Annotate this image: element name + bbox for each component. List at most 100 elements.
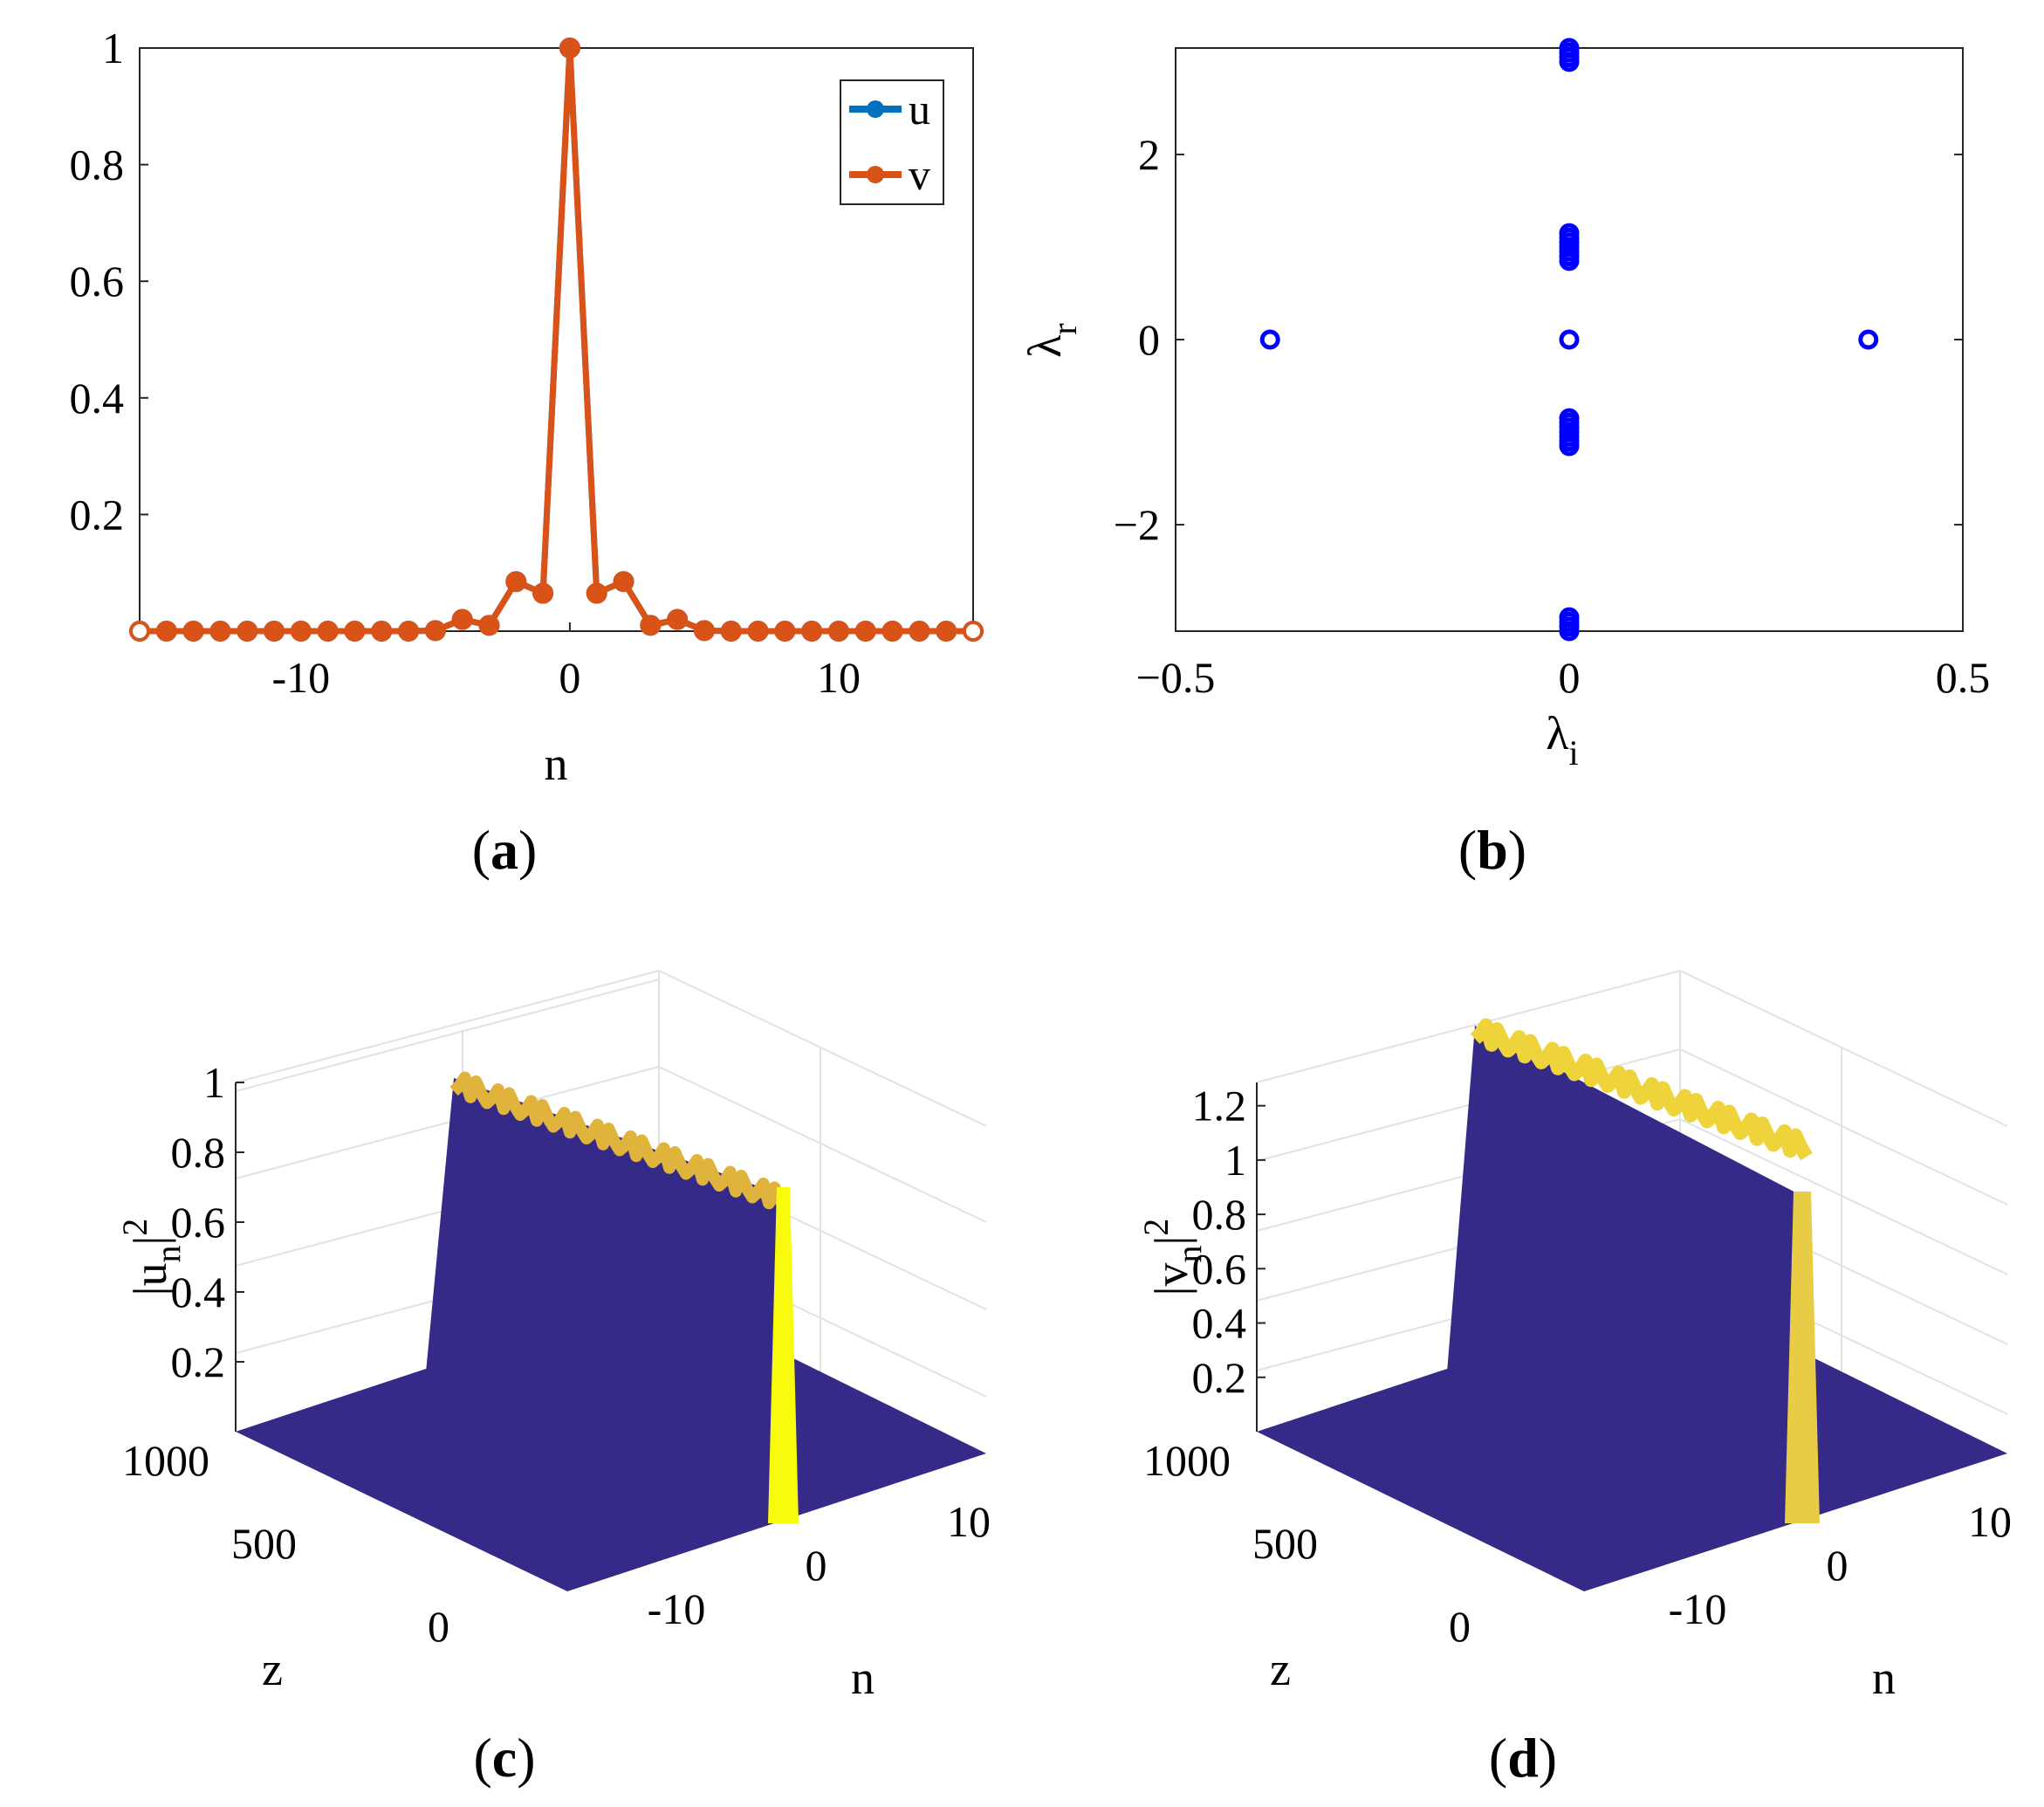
panel-d-axis-ticks: 1000 500 0 -10 0 10 bbox=[1143, 1436, 2012, 1651]
point-v bbox=[424, 620, 446, 642]
point-v bbox=[532, 582, 554, 604]
panel-b-axes-box bbox=[1175, 47, 1964, 632]
point-v bbox=[505, 571, 527, 593]
panel-a-legend: u v bbox=[840, 79, 944, 205]
point-v bbox=[720, 621, 742, 642]
point-v bbox=[693, 620, 715, 642]
point-v bbox=[398, 621, 420, 642]
z-tick-label: 0.6 bbox=[1192, 1244, 1247, 1293]
x-tick-label: −0.5 bbox=[1136, 653, 1216, 702]
z-tick-label: 0.4 bbox=[171, 1268, 226, 1316]
point-v bbox=[801, 621, 823, 642]
eigenvalue-point bbox=[1559, 329, 1580, 350]
point-v bbox=[936, 621, 957, 642]
y-tick-label: 0.8 bbox=[70, 141, 125, 189]
eigenvalue-point bbox=[1559, 436, 1580, 457]
point-v bbox=[371, 621, 393, 642]
point-v bbox=[640, 615, 662, 636]
point-v bbox=[963, 621, 984, 642]
panel-c: 0.2 0.4 0.6 0.8 1 1000 500 0 -10 0 10 z n |un|2 (… bbox=[115, 970, 991, 1789]
panel-c-zlabel: |un|2 bbox=[115, 1219, 188, 1296]
y-tick-label: 0.4 bbox=[70, 374, 125, 423]
panel-b-xlabel: λi bbox=[1546, 707, 1578, 773]
point-v bbox=[747, 621, 769, 642]
z-tick-label: 0.4 bbox=[1192, 1299, 1247, 1348]
x-tick-label: 0 bbox=[559, 653, 580, 702]
y-tick-label: 0 bbox=[1449, 1602, 1471, 1651]
panel-b-points bbox=[1259, 38, 1879, 642]
panel-d-crest bbox=[1470, 1018, 1813, 1161]
point-v bbox=[667, 608, 689, 630]
panel-a-xlabel: n bbox=[545, 738, 568, 790]
panel-c-ridge-wall bbox=[426, 1078, 785, 1512]
y-tick-label: 1 bbox=[102, 24, 124, 72]
panel-c-xlabel: n bbox=[851, 1652, 875, 1704]
point-v bbox=[237, 621, 258, 642]
panel-c-front-peak bbox=[768, 1187, 799, 1523]
x-tick-label: 10 bbox=[947, 1497, 991, 1546]
point-v bbox=[317, 621, 339, 642]
panel-c-label: (c) bbox=[473, 1727, 535, 1789]
legend-u-marker bbox=[867, 100, 884, 118]
x-tick-label: 0.5 bbox=[1936, 653, 1991, 702]
panel-b-ylabel: λr bbox=[1019, 323, 1084, 358]
y-tick-label: 500 bbox=[231, 1519, 297, 1568]
legend-v-label: v bbox=[909, 150, 930, 199]
panel-b-label: (b) bbox=[1458, 819, 1526, 881]
point-v bbox=[774, 621, 796, 642]
point-v bbox=[854, 621, 876, 642]
z-tick-label: 1 bbox=[203, 1058, 225, 1107]
y-tick-label: 0 bbox=[1138, 315, 1160, 364]
point-v bbox=[290, 621, 312, 642]
point-v bbox=[559, 38, 580, 58]
point-v bbox=[209, 621, 231, 642]
eigenvalue-point bbox=[1559, 621, 1580, 642]
z-tick-label: 1.2 bbox=[1192, 1082, 1247, 1130]
eigenvalue-point bbox=[1559, 223, 1580, 244]
panel-d-ylabel: z bbox=[1270, 1643, 1291, 1695]
point-v bbox=[155, 621, 177, 642]
eigenvalue-point bbox=[1559, 38, 1580, 58]
z-tick-label: 0.8 bbox=[1192, 1190, 1247, 1239]
point-v bbox=[909, 621, 930, 642]
z-tick-label: 0.2 bbox=[171, 1337, 226, 1386]
panel-b-ticks: −0.5 0 0.5 −2 0 2 bbox=[1114, 130, 1990, 702]
x-tick-label: -10 bbox=[648, 1584, 706, 1633]
y-tick-label: 500 bbox=[1252, 1519, 1318, 1568]
z-tick-label: 1 bbox=[1224, 1136, 1246, 1185]
panel-a-series bbox=[129, 38, 984, 642]
legend-v-marker bbox=[867, 166, 884, 183]
y-tick-label: 1000 bbox=[1143, 1436, 1231, 1485]
panel-d-front-peak bbox=[1785, 1192, 1820, 1523]
legend-u-label: u bbox=[909, 85, 930, 134]
point-v bbox=[478, 615, 500, 636]
point-v bbox=[344, 621, 366, 642]
point-v bbox=[881, 621, 903, 642]
eigenvalue-point bbox=[1259, 329, 1280, 350]
legend-box bbox=[840, 79, 944, 205]
x-tick-label: 10 bbox=[1968, 1497, 2012, 1546]
panel-b: −0.5 0 0.5 −2 0 2 λi λr (b) bbox=[1019, 38, 1990, 881]
x-tick-label: -10 bbox=[1669, 1584, 1727, 1633]
y-tick-label: 0.6 bbox=[70, 257, 125, 306]
y-tick-label: −2 bbox=[1114, 500, 1160, 549]
y-tick-label: 2 bbox=[1138, 130, 1160, 179]
panel-d-label: (d) bbox=[1489, 1727, 1557, 1789]
point-v bbox=[129, 621, 150, 642]
point-v bbox=[451, 608, 473, 630]
x-tick-label: 0 bbox=[1559, 653, 1581, 702]
panel-d-xlabel: n bbox=[1872, 1652, 1896, 1704]
eigenvalue-point bbox=[1858, 329, 1879, 350]
point-v bbox=[827, 621, 849, 642]
x-tick-label: 0 bbox=[1827, 1541, 1849, 1590]
panel-a-ticks: -10 0 10 0.2 0.4 0.6 0.8 1 bbox=[70, 24, 861, 702]
y-tick-label: 0 bbox=[428, 1602, 449, 1651]
z-tick-label: 0.2 bbox=[1192, 1353, 1247, 1402]
panel-a-label: (a) bbox=[472, 819, 538, 881]
panel-d-zlabel: |vn|2 bbox=[1136, 1219, 1209, 1296]
panel-c-zticks: 0.2 0.4 0.6 0.8 1 bbox=[171, 1058, 244, 1386]
z-tick-label: 0.6 bbox=[171, 1198, 226, 1247]
x-tick-label: 10 bbox=[817, 653, 861, 702]
panel-c-ylabel: z bbox=[262, 1643, 283, 1695]
x-tick-label: 0 bbox=[806, 1541, 827, 1590]
